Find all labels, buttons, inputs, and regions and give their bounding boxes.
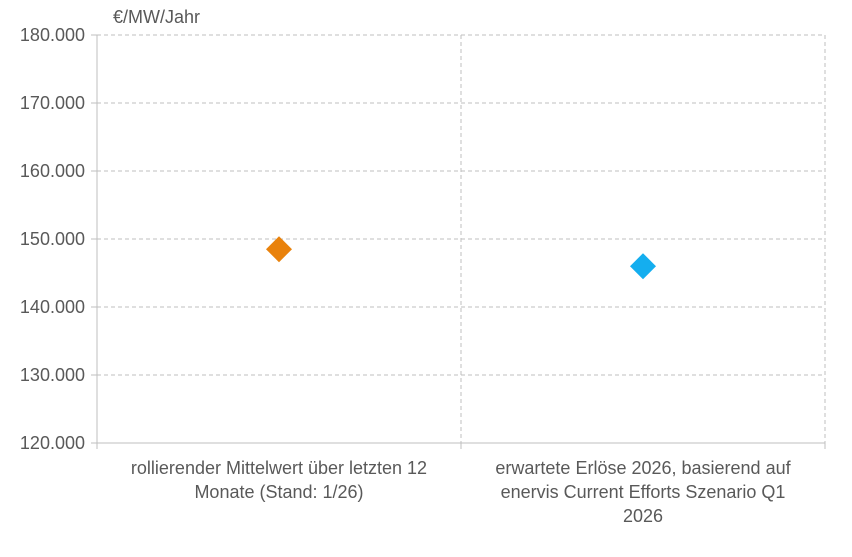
y-tick-label: 140.000 [20, 297, 85, 317]
y-tick-label: 160.000 [20, 161, 85, 181]
category-label: enervis Current Efforts Szenario Q1 [501, 482, 786, 502]
category-label: erwartete Erlöse 2026, basierend auf [495, 458, 791, 478]
data-point-diamond [266, 236, 292, 263]
category-label: 2026 [623, 506, 663, 526]
axes [91, 34, 826, 449]
y-tick-label: 120.000 [20, 433, 85, 453]
category-label: rollierender Mittelwert über letzten 12 [131, 458, 427, 478]
grid [97, 34, 826, 443]
y-tick-label: 150.000 [20, 229, 85, 249]
data-point-diamond [630, 253, 656, 280]
y-tick-label: 130.000 [20, 365, 85, 385]
y-unit-label: €/MW/Jahr [113, 7, 200, 27]
y-tick-labels: 120.000 130.000 140.000 150.000 160.000 170.0… [20, 25, 85, 453]
y-tick-label: 170.000 [20, 93, 85, 113]
y-tick-label: 180.000 [20, 25, 85, 45]
data-points [266, 236, 656, 280]
category-label: Monate (Stand: 1/26) [194, 482, 363, 502]
category-labels: rollierender Mittelwert über letzten 12 M… [131, 458, 792, 526]
